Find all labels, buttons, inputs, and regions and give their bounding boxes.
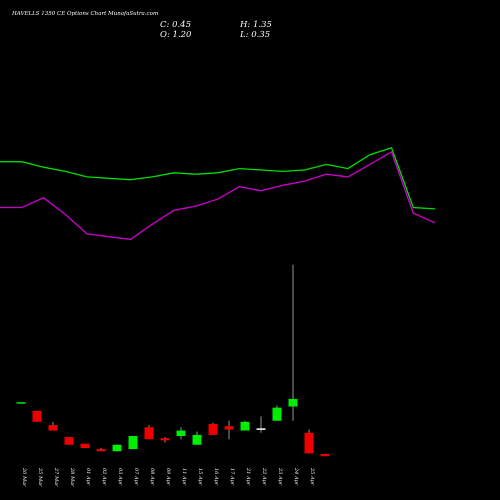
candle (144, 425, 154, 440)
candle (160, 437, 170, 443)
x-tick-label: 03 Apr (117, 468, 123, 486)
x-tick-label: 15 Apr (197, 468, 203, 486)
candlestick-series (16, 264, 330, 457)
candle (128, 436, 138, 450)
candle (192, 431, 202, 445)
candle-body (320, 454, 330, 457)
candle-body (176, 430, 186, 436)
candle-body (208, 424, 218, 435)
x-axis-tick-labels: 20 Mar 25 Mar 27 Mar 28 Mar 01 Apr 02 Apr 03 A… (21, 467, 315, 487)
candle-body (304, 432, 314, 454)
candle-body (288, 398, 298, 407)
x-tick-label: 27 Mar (53, 467, 59, 487)
close-value: C: 0.45 (160, 20, 191, 30)
candle (176, 427, 186, 440)
candle-body (16, 402, 26, 404)
x-tick-label: 09 Apr (165, 468, 171, 486)
high-value: H: 1.35 (239, 20, 272, 30)
x-tick-label: 11 Apr (181, 468, 187, 486)
candle (208, 422, 218, 435)
x-tick-label: 20 Mar (21, 467, 27, 487)
x-tick-label: 08 Apr (149, 468, 155, 486)
candle (288, 264, 298, 421)
candle-body (80, 443, 90, 448)
x-tick-label: 21 Apr (245, 467, 251, 486)
x-tick-label: 24 Apr (293, 467, 299, 486)
x-tick-label: 02 Apr (101, 468, 107, 486)
open-value: O: 1.20 (160, 30, 192, 40)
candle (224, 420, 234, 440)
candle (272, 405, 282, 421)
candle (112, 444, 122, 452)
x-tick-label: 16 Apr (213, 468, 219, 486)
candle-body (192, 434, 202, 445)
candle-body (240, 421, 250, 431)
candle (96, 448, 106, 452)
x-tick-label: 25 Mar (37, 467, 43, 487)
candle-body (160, 438, 170, 441)
candle (240, 420, 250, 431)
candle-body (64, 437, 74, 445)
x-tick-label: 22 Apr (261, 467, 267, 486)
candle (32, 410, 42, 422)
candle-body (128, 436, 138, 450)
candle-body (48, 425, 58, 431)
candle (64, 437, 74, 445)
x-tick-label: 17 Apr (229, 468, 235, 486)
candle-body (256, 428, 266, 430)
candle-body (144, 427, 154, 440)
candle (48, 421, 58, 431)
x-tick-label: 25 Apr (309, 467, 315, 486)
x-tick-label: 28 Mar (69, 467, 75, 487)
moving-average-lines (0, 146, 436, 241)
x-tick-label: 01 Apr (85, 468, 91, 486)
candle (256, 416, 266, 433)
ma-short-line (0, 146, 436, 210)
candle (320, 454, 330, 457)
ma-long-line (0, 150, 436, 241)
candle-body (112, 444, 122, 452)
x-tick-label: 23 Apr (277, 467, 283, 486)
candle-body (32, 410, 42, 422)
x-tick-label: 07 Apr (133, 468, 139, 486)
candle-body (224, 426, 234, 430)
candle (16, 402, 26, 404)
low-value: L: 0.35 (239, 30, 270, 40)
chart-title: HAVELLS 1350 CE Options Chart MunafaSutr… (11, 11, 158, 17)
candle (304, 429, 314, 454)
candle (80, 443, 90, 448)
candle-body (96, 449, 106, 452)
candle-body (272, 407, 282, 421)
